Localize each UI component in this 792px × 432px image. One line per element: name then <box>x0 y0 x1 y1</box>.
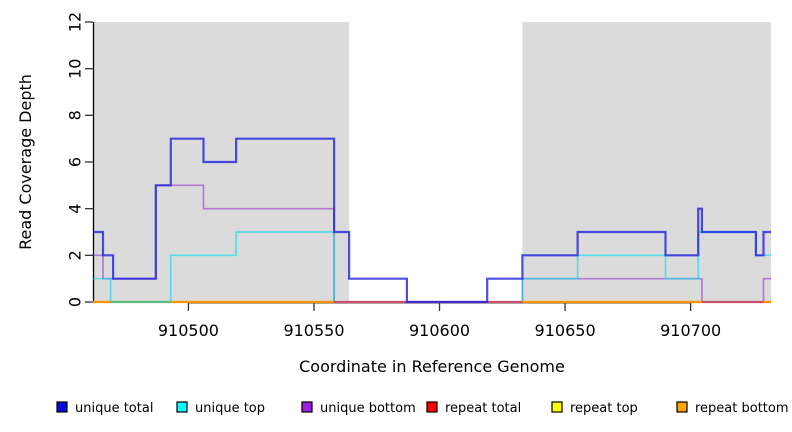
legend-label: unique top <box>195 401 265 416</box>
y-tick-label: 8 <box>66 110 85 120</box>
series-lines-top-layer <box>93 137 771 304</box>
legend-swatch-unique-total <box>56 401 68 413</box>
y-tick-label: 0 <box>66 297 85 307</box>
repeat-region-shading <box>522 22 771 302</box>
y-tick-label: 12 <box>66 12 85 32</box>
y-axis-title: Read Coverage Depth <box>16 74 35 250</box>
legend-swatch-repeat-top <box>551 401 563 413</box>
y-tick-label: 10 <box>65 59 84 79</box>
legend-swatch-unique-bottom <box>301 401 313 413</box>
repeat-region-shading-layer <box>93 22 771 302</box>
legend-label: repeat total <box>445 401 521 416</box>
series-line-unique-total <box>93 137 771 304</box>
legend-label: repeat top <box>570 401 638 416</box>
legend-item: unique top <box>176 401 265 416</box>
legend-item: repeat total <box>426 401 521 416</box>
y-tick-label: 6 <box>66 157 85 167</box>
legend-swatch-repeat-bottom <box>676 401 688 413</box>
x-tick-label: 910650 <box>535 321 596 340</box>
y-tick-label: 4 <box>65 204 84 214</box>
x-tick-label: 910500 <box>158 321 219 340</box>
legend-swatch-repeat-total <box>426 401 438 413</box>
legend-label: repeat bottom <box>695 401 789 416</box>
legend-item: repeat top <box>551 401 638 416</box>
x-tick-label: 910700 <box>660 321 721 340</box>
x-tick-label: 910550 <box>283 321 344 340</box>
legend-label: unique bottom <box>320 401 416 416</box>
x-tick-label: 910600 <box>409 321 470 340</box>
legend-item: unique total <box>56 401 153 416</box>
legend-swatch-unique-top <box>176 401 188 413</box>
legend-item: repeat bottom <box>676 401 789 416</box>
y-tick-label: 2 <box>66 250 85 260</box>
legend-label: unique total <box>75 401 153 416</box>
x-axis-title: Coordinate in Reference Genome <box>299 357 565 376</box>
legend-item: unique bottom <box>301 401 416 416</box>
legend: unique total unique top unique bottom repea… <box>56 401 789 416</box>
